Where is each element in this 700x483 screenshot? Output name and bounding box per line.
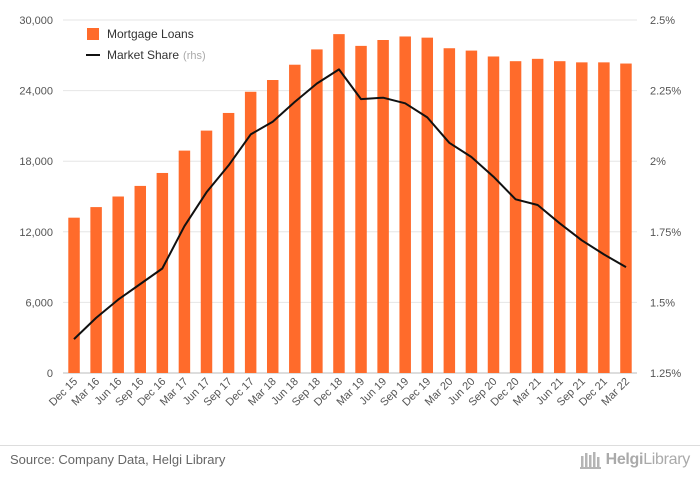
left-axis-tick-label: 0	[47, 368, 53, 380]
right-axis-tick-label: 2.25%	[650, 86, 681, 98]
legend-swatch-bar	[87, 28, 99, 40]
library-building-icon	[579, 452, 601, 469]
bar-jun-16	[112, 196, 124, 373]
bar-sep-21	[576, 62, 588, 374]
bar-sep-16	[134, 185, 147, 373]
right-axis-ticks: 1.25% 1.5% 1.75% 2% 2.25% 2.5%	[650, 15, 681, 380]
footer-divider	[0, 445, 700, 446]
legend-line-name: Market Share	[107, 48, 179, 62]
bar-dec-15	[68, 217, 80, 373]
right-axis-tick-label: 1.5%	[650, 297, 675, 309]
bar-jun-18	[289, 64, 301, 374]
bar-sep-17	[222, 112, 235, 373]
right-axis-tick-label: 2%	[650, 156, 666, 168]
source-note: Source: Company Data, Helgi Library	[10, 452, 226, 467]
left-axis-tick-label: 6,000	[25, 297, 53, 309]
helgi-library-logo: HelgiLibrary	[579, 449, 691, 471]
gridlines	[63, 19, 637, 374]
legend-label-line: Market Share (rhs)	[107, 48, 206, 62]
logo-text-suffix: Library	[643, 451, 690, 468]
bar-dec-19	[421, 37, 434, 374]
right-axis-tick-label: 1.75%	[650, 227, 681, 239]
bar-mar-22	[620, 63, 632, 373]
bar-dec-17	[244, 91, 257, 373]
legend-label-bar: Mortgage Loans	[107, 27, 194, 41]
bar-dec-21	[598, 62, 610, 374]
bar-mar-20	[443, 48, 456, 374]
bar-mar-16	[90, 207, 102, 373]
bar-sep-18	[311, 49, 323, 374]
right-axis-tick-label: 2.5%	[650, 15, 675, 27]
bar-mar-19	[355, 45, 367, 374]
chart: 0 6,000 12,000 18,000 24,000 30,000 1.25% 1.5%…	[19, 15, 681, 409]
left-axis-ticks: 0 6,000 12,000 18,000 24,000 30,000	[19, 15, 53, 380]
legend-line-axis-note: (rhs)	[183, 50, 206, 62]
legend: Mortgage Loans Market Share (rhs)	[86, 27, 206, 62]
bar-jun-21	[553, 61, 566, 373]
bar-jun-20	[465, 50, 478, 374]
bar-sep-20	[487, 56, 500, 374]
left-axis-tick-label: 12,000	[19, 227, 53, 239]
right-axis-tick-label: 1.25%	[650, 368, 681, 380]
bars	[68, 34, 632, 374]
left-axis-tick-label: 24,000	[19, 86, 53, 98]
bar-mar-17	[178, 150, 191, 373]
bar-jun-19	[377, 40, 389, 374]
bar-mar-21	[531, 58, 544, 374]
logo-text-prefix: Helgi	[605, 451, 644, 468]
market-share-line	[73, 68, 627, 340]
left-axis-tick-label: 18,000	[19, 156, 53, 168]
bar-sep-19	[399, 36, 411, 374]
left-axis-tick-label: 30,000	[19, 15, 53, 27]
bar-dec-20	[509, 61, 522, 373]
bar-dec-16	[156, 172, 169, 373]
bar-mar-18	[266, 80, 279, 373]
bar-jun-17	[200, 130, 213, 373]
logo-text: HelgiLibrary	[605, 451, 691, 469]
market-share-line-group	[73, 68, 627, 340]
bar-dec-18	[333, 34, 345, 374]
